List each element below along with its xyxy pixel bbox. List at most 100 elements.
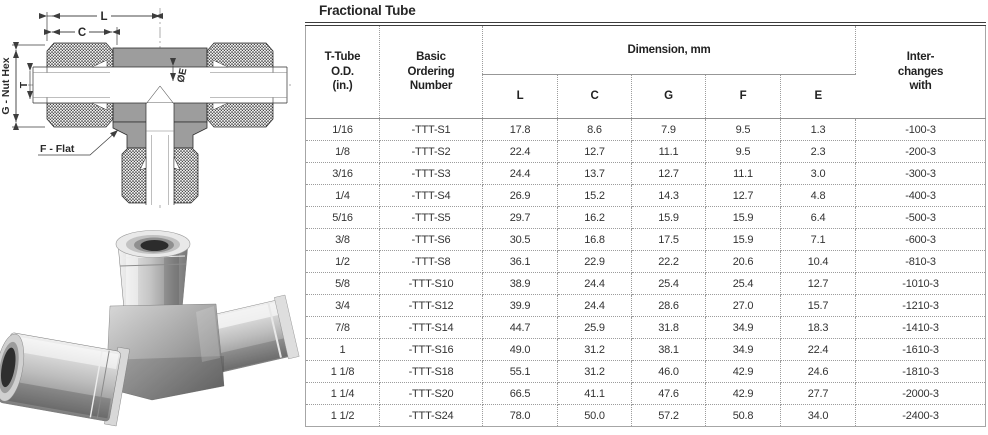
- cell-dim-l: 24.4: [482, 162, 558, 185]
- cell-dim-c: 16.8: [557, 228, 632, 251]
- cell-dim-c: 15.2: [557, 184, 632, 207]
- cell-ordering-number: -TTT-S4: [379, 184, 483, 207]
- dims-subheader-row: L C G F E: [306, 74, 986, 119]
- cell-dim-e: 10.4: [780, 250, 857, 273]
- dim-label-c: C: [78, 27, 86, 39]
- cell-dim-e: 2.3: [780, 140, 857, 163]
- cell-interchanges: -1410-3: [855, 316, 986, 339]
- cell-dim-f: 11.1: [705, 162, 781, 185]
- cell-od: 1: [305, 338, 380, 361]
- cell-dim-l: 17.8: [482, 118, 558, 141]
- cell-dim-g: 25.4: [631, 272, 706, 295]
- cell-od: 5/16: [305, 206, 380, 229]
- col-header-ordering-number: Basic Ordering Number: [379, 24, 483, 119]
- cell-dim-l: 22.4: [482, 140, 558, 163]
- cell-dim-c: 31.2: [557, 338, 632, 361]
- table-row: 1 1/4 -TTT-S20 66.5 41.1 47.6 42.9 27.7 -2000-3: [305, 382, 986, 405]
- cell-od: 1/2: [305, 250, 380, 273]
- table-row: 7/8 -TTT-S14 44.7 25.9 31.8 34.9 18.3 -1410-3: [305, 316, 986, 339]
- cell-dim-l: 49.0: [482, 338, 558, 361]
- table-title: Fractional Tube: [319, 3, 416, 18]
- cell-ordering-number: -TTT-S12: [379, 294, 483, 317]
- cell-interchanges: -600-3: [855, 228, 986, 251]
- cell-dim-l: 55.1: [482, 360, 558, 383]
- cell-dim-f: 15.9: [705, 228, 781, 251]
- cell-ordering-number: -TTT-S1: [379, 118, 483, 141]
- cell-dim-e: 4.8: [780, 184, 857, 207]
- cell-dim-f: 9.5: [705, 118, 781, 141]
- cell-ordering-number: -TTT-S2: [379, 140, 483, 163]
- cell-dim-f: 34.9: [705, 338, 781, 361]
- cell-ordering-number: -TTT-S24: [379, 404, 483, 427]
- cell-ordering-number: -TTT-S8: [379, 250, 483, 273]
- cell-od: 5/8: [305, 272, 380, 295]
- cell-dim-e: 1.3: [780, 118, 857, 141]
- cell-dim-l: 66.5: [482, 382, 558, 405]
- dim-label-e: ØE: [176, 67, 190, 84]
- cell-od: 1 1/2: [305, 404, 380, 427]
- cell-dim-f: 25.4: [705, 272, 781, 295]
- dim-label-g-nut-hex: G - Nut Hex: [0, 57, 12, 114]
- cell-dim-l: 36.1: [482, 250, 558, 273]
- cell-od: 1/8: [305, 140, 380, 163]
- table-row: 1 -TTT-S16 49.0 31.2 38.1 34.9 22.4 -1610-3: [305, 338, 986, 361]
- cell-dim-f: 20.6: [705, 250, 781, 273]
- cell-dim-g: 15.9: [631, 206, 706, 229]
- cell-dim-g: 47.6: [631, 382, 706, 405]
- cell-dim-c: 8.6: [557, 118, 632, 141]
- col-header-dim-e: E: [780, 74, 856, 119]
- cell-interchanges: -300-3: [855, 162, 986, 185]
- cell-dim-g: 57.2: [631, 404, 706, 427]
- cell-dim-g: 46.0: [631, 360, 706, 383]
- cell-dim-e: 24.6: [780, 360, 857, 383]
- cell-dim-g: 17.5: [631, 228, 706, 251]
- tee-section-diagram: L C G - Nut Hex T ØE F - Flat: [0, 0, 300, 210]
- table-row: 1/8 -TTT-S2 22.4 12.7 11.1 9.5 2.3 -200-3: [305, 140, 986, 163]
- cell-ordering-number: -TTT-S3: [379, 162, 483, 185]
- cell-interchanges: -1010-3: [855, 272, 986, 295]
- table-row: 5/8 -TTT-S10 38.9 24.4 25.4 25.4 12.7 -1010-3: [305, 272, 986, 295]
- cell-dim-l: 38.9: [482, 272, 558, 295]
- dim-label-f-flat: F - Flat: [40, 143, 75, 155]
- label-backplate: [75, 25, 89, 38]
- col-header-dim-g: G: [631, 74, 706, 119]
- cell-dim-e: 7.1: [780, 228, 857, 251]
- cell-ordering-number: -TTT-S6: [379, 228, 483, 251]
- cell-dim-e: 27.7: [780, 382, 857, 405]
- cell-dim-l: 26.9: [482, 184, 558, 207]
- cell-dim-c: 25.9: [557, 316, 632, 339]
- cell-dim-g: 31.8: [631, 316, 706, 339]
- cell-interchanges: -2400-3: [902, 409, 939, 422]
- cell-od: 1 1/4: [305, 382, 380, 405]
- cell-ordering-number: -TTT-S10: [379, 272, 483, 295]
- fractional-tube-table: T-Tube O.D. (in.) Basic Ordering Number …: [305, 22, 987, 427]
- label-backplate: [97, 9, 111, 22]
- cell-interchanges: -1610-3: [855, 338, 986, 361]
- cell-dim-e: 15.7: [780, 294, 857, 317]
- cell-dim-g: 22.2: [631, 250, 706, 273]
- cell-dim-l: 39.9: [482, 294, 558, 317]
- col-header-interchanges: Inter- changes with: [855, 24, 986, 119]
- cell-od: 3/16: [305, 162, 380, 185]
- cell-interchanges: -2000-3: [855, 382, 986, 405]
- cell-dim-e: 22.4: [780, 338, 857, 361]
- photo-top-nut: [115, 230, 191, 335]
- cell-dim-g: 11.1: [631, 140, 706, 163]
- cell-dim-f: 15.9: [705, 206, 781, 229]
- cell-interchanges: -810-3: [855, 250, 986, 273]
- cell-dim-c: 16.2: [557, 206, 632, 229]
- cell-dim-f: 42.9: [705, 382, 781, 405]
- cell-dim-f: 12.7: [705, 184, 781, 207]
- photo-right-nut: [189, 294, 300, 380]
- cell-interchanges: -100-3: [855, 118, 986, 141]
- cell-od: 3/4: [305, 294, 380, 317]
- cell-interchanges: -1810-3: [855, 360, 986, 383]
- col-header-dim-f: F: [705, 74, 781, 119]
- horizontal-bore: [32, 66, 288, 104]
- cell-ordering-number: -TTT-S20: [379, 382, 483, 405]
- photo-body: [105, 303, 225, 401]
- cell-dim-g: 38.1: [631, 338, 706, 361]
- cell-od: 7/8: [305, 316, 380, 339]
- cell-dim-e: 18.3: [780, 316, 857, 339]
